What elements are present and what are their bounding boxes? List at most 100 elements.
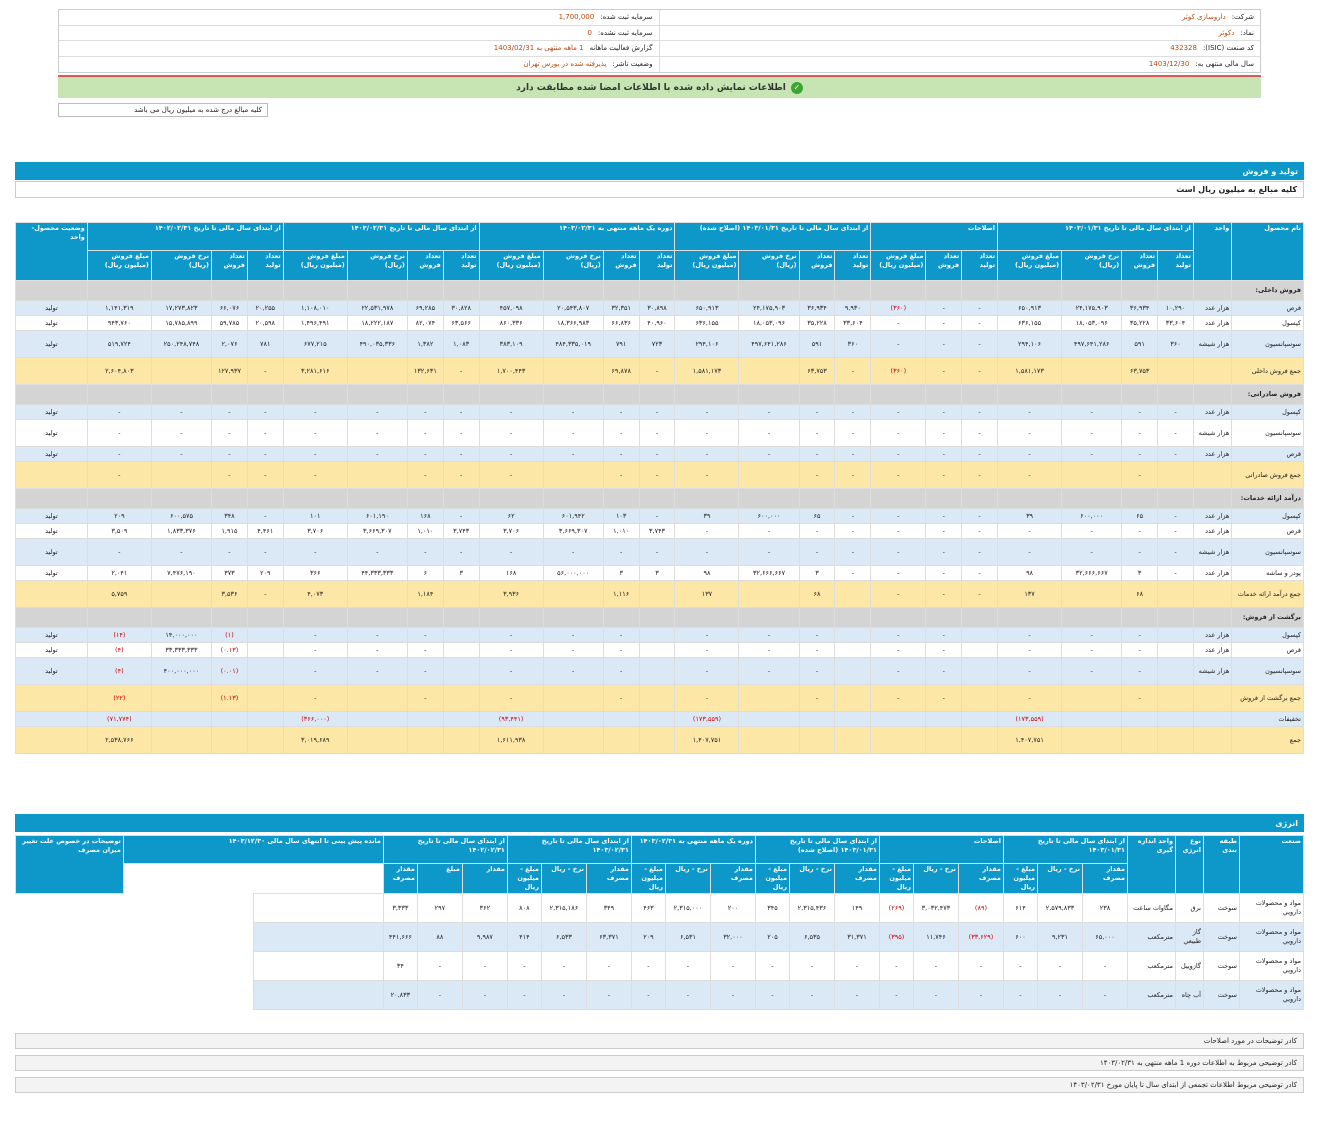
table-cell [925, 384, 963, 405]
table-cell: (۱.۱۳) [211, 684, 248, 712]
table-cell: - [150, 419, 213, 447]
unreg-capital-value: 0 [587, 28, 592, 37]
table-cell: - [834, 404, 872, 420]
table-cell: گاز طبيعي [1175, 922, 1204, 952]
table-cell: - [1121, 657, 1159, 685]
table-cell: ۲۰۹ [86, 508, 152, 524]
table-cell: ۳۰,۸۹۸ [638, 300, 676, 316]
table-cell: ۲۰,۵۴۳,۸۰۷ [542, 300, 604, 316]
energy-group-header: واحد اندازه گیری [1127, 835, 1176, 894]
table-cell: - [542, 642, 604, 658]
report-label: گزارش فعالیت ماهانه [589, 44, 653, 53]
table-cell [738, 580, 800, 608]
table-cell: ۱,۰۱۰ [602, 523, 640, 539]
table-cell: - [961, 538, 999, 566]
table-cell: ۶۸ [798, 580, 836, 608]
table-cell: ۴۸۴,۳۳۵,۰۱۹ [542, 330, 604, 358]
table-cell: ۷۲۳ [638, 330, 676, 358]
table-cell [834, 684, 872, 712]
table-cell: - [1037, 980, 1083, 1010]
table-cell [246, 684, 284, 712]
table-cell [150, 280, 213, 301]
energy-section-title: انرژی [15, 814, 1304, 832]
table-cell [961, 280, 999, 301]
table-cell: - [834, 565, 872, 581]
table-cell: (۱) [211, 627, 248, 643]
production-sales-table: نام محصول واحد از ابتدای سال مالی تا تاریخ… [15, 222, 1304, 754]
table-row: قرص هزار عدد - - - - - - - - - - -۳,۷۴۳ ۱,۰۱۰ ۳,۶۶۹,۳۰… [15, 523, 1304, 539]
table-cell: ۱۸,۳۶۶,۹۸۳ [542, 315, 604, 331]
table-cell: ۱۱,۷۴۶ [912, 922, 959, 952]
table-cell: - [925, 300, 963, 316]
table-cell [150, 384, 213, 405]
table-cell: - [798, 538, 836, 566]
production-section-title: تولید و فروش [15, 162, 1304, 180]
table-cell: - [638, 446, 676, 462]
table-cell: - [1061, 446, 1123, 462]
table-cell: تولید [15, 446, 88, 462]
table-cell: ۴۱۴ [506, 922, 542, 952]
table-cell [1192, 461, 1233, 489]
production-column-header: تعداد تولید [246, 250, 284, 281]
table-cell [638, 384, 676, 405]
table-cell: ۱,۱۱۶ [602, 580, 640, 608]
table-cell [638, 607, 676, 628]
table-cell: ۳۲,۶۶۶,۶۶۷ [738, 565, 800, 581]
table-cell: ۱۷,۲۷۳,۸۲۳ [150, 300, 213, 316]
table-cell: - [870, 565, 927, 581]
table-cell: - [834, 508, 872, 524]
table-cell: - [798, 446, 836, 462]
table-cell: (۳۳,۶۲۹) [957, 922, 1004, 952]
table-cell: - [1121, 446, 1159, 462]
table-cell: - [957, 980, 1004, 1010]
production-column-header: نرخ فروش (ریال) [542, 250, 604, 281]
table-cell [15, 711, 88, 727]
table-cell: - [638, 357, 676, 385]
table-cell [1192, 726, 1233, 754]
table-cell [738, 607, 800, 628]
table-cell: - [870, 508, 927, 524]
table-cell: ۶۳,۷۵۳ [798, 357, 836, 385]
table-cell: - [870, 538, 927, 566]
fiscal-year-value: 1403/12/30 [1148, 60, 1190, 69]
table-row: تخفیفات (۱۷۳,۵۵۹) (۱۷۳,۵۵۹) (۹۳,۴۴۱) (۳۶۶,۰۰… [15, 711, 1304, 727]
table-cell: - [870, 523, 927, 539]
table-cell: ۹۸ [674, 565, 740, 581]
publisher-value: پذیرفته شده در بورس تهران [523, 60, 607, 69]
table-cell [246, 711, 284, 727]
table-cell: (۳۶۶,۰۰۰) [282, 711, 348, 727]
unreg-capital-label: سرمایه ثبت نشده: [597, 28, 653, 37]
table-cell [870, 384, 927, 405]
table-cell: ۲,۰۷۶ [211, 330, 248, 358]
production-group-header: از ابتدای سال مالی تا تاریخ ۱۴۰۲/۰۲/۳۱ [86, 222, 284, 251]
table-cell: - [674, 627, 740, 643]
table-cell [442, 711, 480, 727]
production-column-header: تعداد فروش [602, 250, 640, 281]
table-cell: - [585, 980, 632, 1010]
table-cell: - [1061, 642, 1123, 658]
table-cell: ۷۸۱ [246, 330, 284, 358]
table-cell: - [738, 657, 800, 685]
table-cell [997, 384, 1063, 405]
table-cell [282, 384, 348, 405]
table-cell: - [798, 461, 836, 489]
table-cell [602, 726, 640, 754]
table-cell: ۴۹۰,۰۳۵,۳۳۶ [346, 330, 408, 358]
table-cell [406, 711, 444, 727]
table-cell: - [1061, 627, 1123, 643]
table-cell: ۶۳,۷۵۳ [1121, 357, 1159, 385]
energy-column-header: نرخ - ریال [788, 863, 835, 894]
table-cell: سوخت [1203, 922, 1240, 952]
table-cell: ۸۲,۰۷۴ [406, 315, 444, 331]
table-cell [442, 684, 480, 712]
table-cell: - [961, 508, 999, 524]
table-cell: - [957, 951, 1004, 981]
table-cell: - [997, 684, 1063, 712]
table-cell: (۸۹) [957, 893, 1004, 923]
table-cell: - [542, 538, 604, 566]
table-cell: ۵۹,۷۸۵ [211, 315, 248, 331]
table-cell: ۳۵,۲۲۸ [1121, 315, 1159, 331]
table-cell: ۱۰۳ [602, 508, 640, 524]
table-cell: ۱,۸۳۳,۳۷۶ [150, 523, 213, 539]
table-cell [150, 357, 213, 385]
